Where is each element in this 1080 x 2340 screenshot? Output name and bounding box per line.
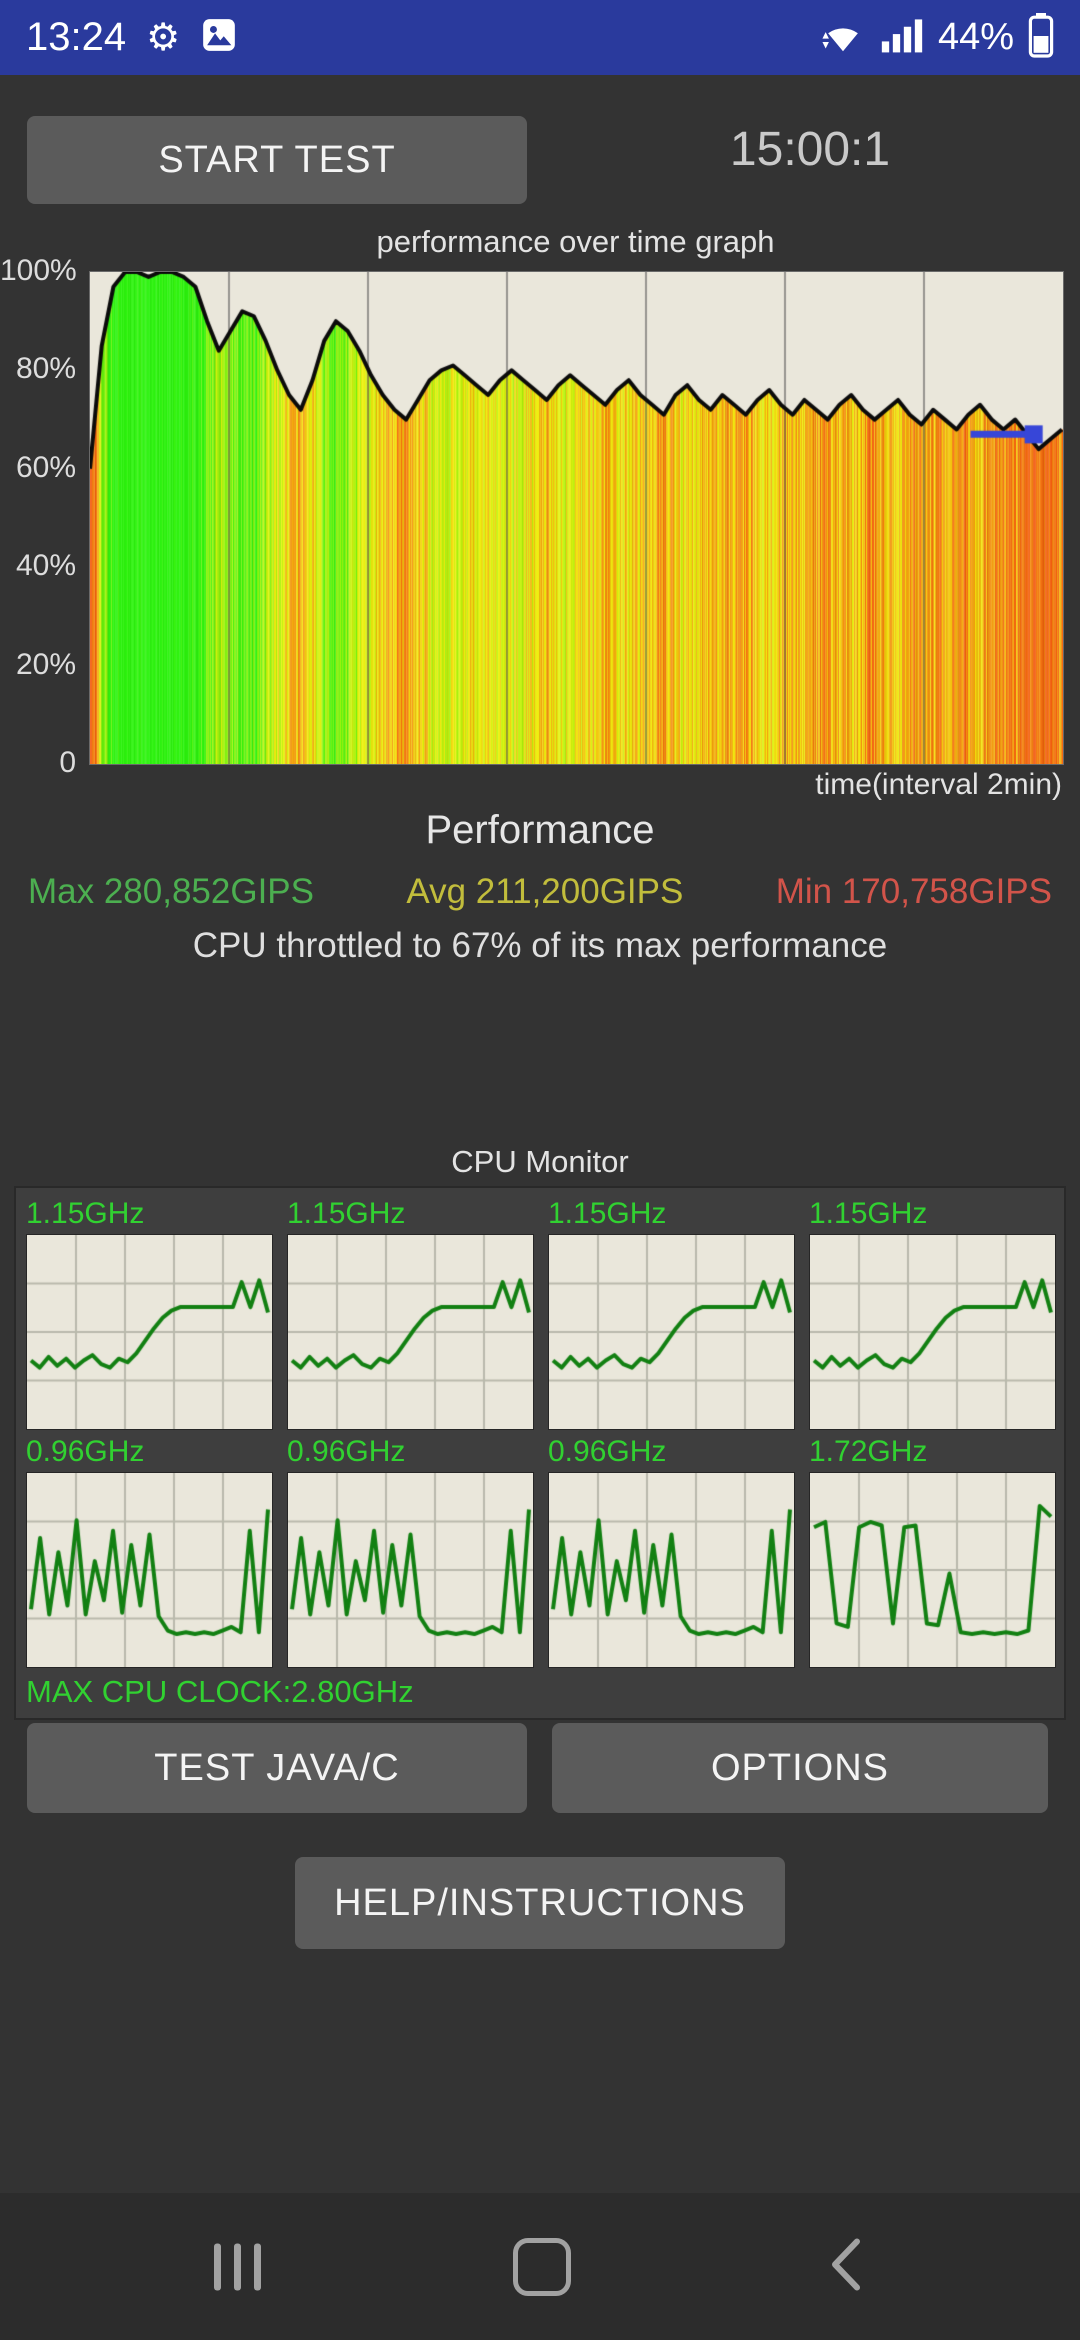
max-cpu-clock-label: MAX CPU CLOCK:2.80GHz <box>26 1674 414 1709</box>
clock: 13:24 <box>26 15 127 59</box>
cpu-core-grid: 1.15GHz 1.15GHz 1.15GHz 1.15GHz 0.96GHz 0.96G… <box>26 1194 1056 1668</box>
core-graph-canvas <box>287 1472 534 1668</box>
core-clock-label: 1.15GHz <box>809 1197 928 1230</box>
performance-stats: Max 280,852GIPS Avg 211,200GIPS Min 170,… <box>0 872 1080 912</box>
y-tick: 100% <box>0 254 77 287</box>
core-cell: 1.15GHz <box>26 1194 273 1430</box>
battery-icon <box>1028 12 1054 63</box>
signal-strength-icon <box>880 15 924 60</box>
core-graph-canvas <box>548 1234 795 1430</box>
core-clock-label: 0.96GHz <box>548 1435 667 1468</box>
min-gips-value: Min 170,758GIPS <box>775 872 1052 911</box>
core-graph-canvas <box>809 1234 1056 1430</box>
start-test-button[interactable]: START TEST <box>27 116 527 204</box>
core-graph-canvas <box>548 1472 795 1668</box>
back-icon[interactable] <box>826 2235 864 2298</box>
status-bar: 13:24 ⚙ <box>0 0 1080 75</box>
core-cell: 1.15GHz <box>809 1194 1056 1430</box>
core-cell: 0.96GHz <box>548 1432 795 1668</box>
core-graph-canvas <box>809 1472 1056 1668</box>
android-nav-bar <box>0 2193 1080 2340</box>
core-cell: 0.96GHz <box>287 1432 534 1668</box>
core-cell: 1.15GHz <box>287 1194 534 1430</box>
status-bar-right: 44% <box>820 12 1054 63</box>
status-bar-left: 13:24 ⚙ <box>26 15 238 60</box>
performance-heading: Performance <box>425 808 655 852</box>
core-cell: 1.15GHz <box>548 1194 795 1430</box>
core-graph-canvas <box>26 1472 273 1668</box>
performance-chart-x-label: time(interval 2min) <box>815 768 1062 801</box>
battery-percent: 44% <box>937 16 1014 58</box>
core-clock-label: 1.15GHz <box>287 1197 406 1230</box>
cpu-monitor-panel: 1.15GHz 1.15GHz 1.15GHz 1.15GHz 0.96GHz 0.96G… <box>14 1186 1066 1720</box>
timer-display: 15:00:1 <box>729 123 891 176</box>
y-tick: 0 <box>59 746 76 779</box>
y-tick: 20% <box>15 648 76 681</box>
cpu-monitor-heading: CPU Monitor <box>451 1144 629 1179</box>
home-icon[interactable] <box>513 2237 571 2296</box>
core-clock-label: 0.96GHz <box>26 1435 145 1468</box>
y-tick: 80% <box>15 352 76 385</box>
test-java-button[interactable]: TEST JAVA/C <box>27 1723 527 1813</box>
recents-icon[interactable] <box>214 2243 261 2290</box>
core-clock-label: 1.72GHz <box>809 1435 928 1468</box>
gear-icon: ⚙ <box>146 16 181 59</box>
options-button[interactable]: OPTIONS <box>552 1723 1048 1813</box>
performance-chart-canvas <box>89 271 1064 765</box>
y-tick: 40% <box>15 549 76 582</box>
core-clock-label: 1.15GHz <box>548 1197 667 1230</box>
core-clock-label: 0.96GHz <box>287 1435 406 1468</box>
core-graph-canvas <box>26 1234 273 1430</box>
core-cell: 0.96GHz <box>26 1432 273 1668</box>
y-tick: 60% <box>15 451 76 484</box>
performance-chart-y-axis: 100% 80% 60% 40% 20% 0 <box>0 254 82 779</box>
core-graph-canvas <box>287 1234 534 1430</box>
image-notification-icon <box>200 16 238 59</box>
avg-gips-value: Avg 211,200GIPS <box>406 872 684 911</box>
max-gips-value: Max 280,852GIPS <box>28 872 314 911</box>
wifi-icon <box>820 15 866 60</box>
throttle-result-text: CPU throttled to 67% of its max performa… <box>192 926 888 965</box>
help-instructions-button[interactable]: HELP/INSTRUCTIONS <box>295 1857 785 1949</box>
performance-chart-title: performance over time graph <box>376 224 775 259</box>
core-cell: 1.72GHz <box>809 1432 1056 1668</box>
core-clock-label: 1.15GHz <box>26 1197 145 1230</box>
